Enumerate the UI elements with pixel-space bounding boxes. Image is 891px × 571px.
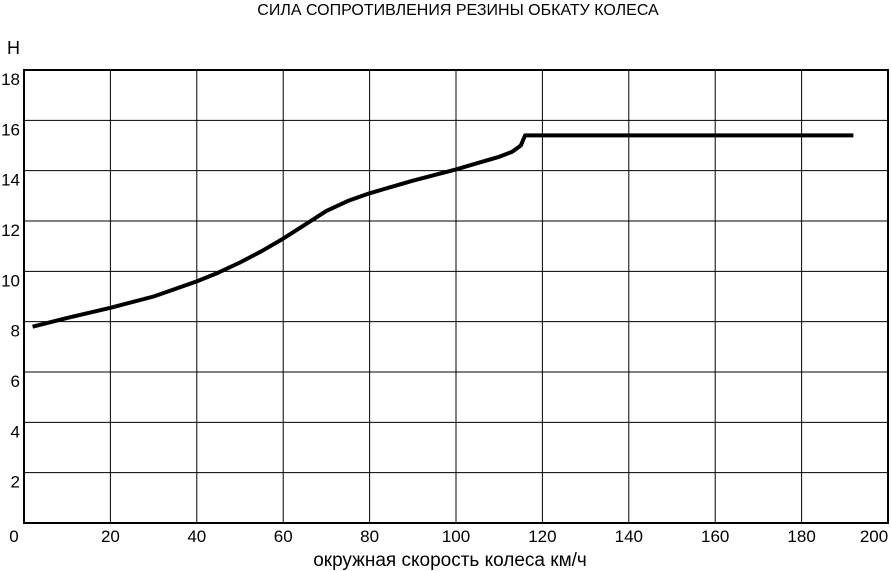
x-tick-label: 0 (9, 527, 18, 546)
y-tick-label: 12 (1, 221, 20, 240)
y-tick-label: 4 (11, 422, 20, 441)
x-tick-label: 140 (615, 527, 643, 546)
y-axis-ticks: 2 4 6 8 10 12 14 16 18 (1, 70, 20, 492)
y-axis-unit: Н (7, 38, 20, 58)
x-tick-label: 160 (701, 527, 729, 546)
y-tick-label: 14 (1, 171, 20, 190)
x-axis-ticks: 0 20 40 60 80 100 120 140 160 180 200 (9, 527, 888, 546)
x-tick-label: 40 (187, 527, 206, 546)
y-tick-label: 16 (1, 120, 20, 139)
x-tick-label: 80 (360, 527, 379, 546)
x-tick-label: 180 (787, 527, 815, 546)
y-tick-label: 6 (11, 372, 20, 391)
x-tick-label: 60 (274, 527, 293, 546)
plot-frame (23, 69, 889, 524)
y-tick-label: 8 (11, 322, 20, 341)
chart-title: СИЛА СОПРОТИВЛЕНИЯ РЕЗИНЫ ОБКАТУ КОЛЕСА (257, 2, 659, 19)
x-tick-label: 100 (442, 527, 470, 546)
x-axis-label: окружная скорость колеса км/ч (313, 550, 587, 571)
grid (24, 70, 888, 523)
y-tick-label: 10 (1, 271, 20, 290)
y-tick-label: 18 (1, 70, 20, 89)
x-tick-label: 200 (860, 527, 888, 546)
x-tick-label: 120 (528, 527, 556, 546)
y-tick-label: 2 (11, 473, 20, 492)
x-tick-label: 20 (101, 527, 120, 546)
series-line (32, 133, 854, 329)
